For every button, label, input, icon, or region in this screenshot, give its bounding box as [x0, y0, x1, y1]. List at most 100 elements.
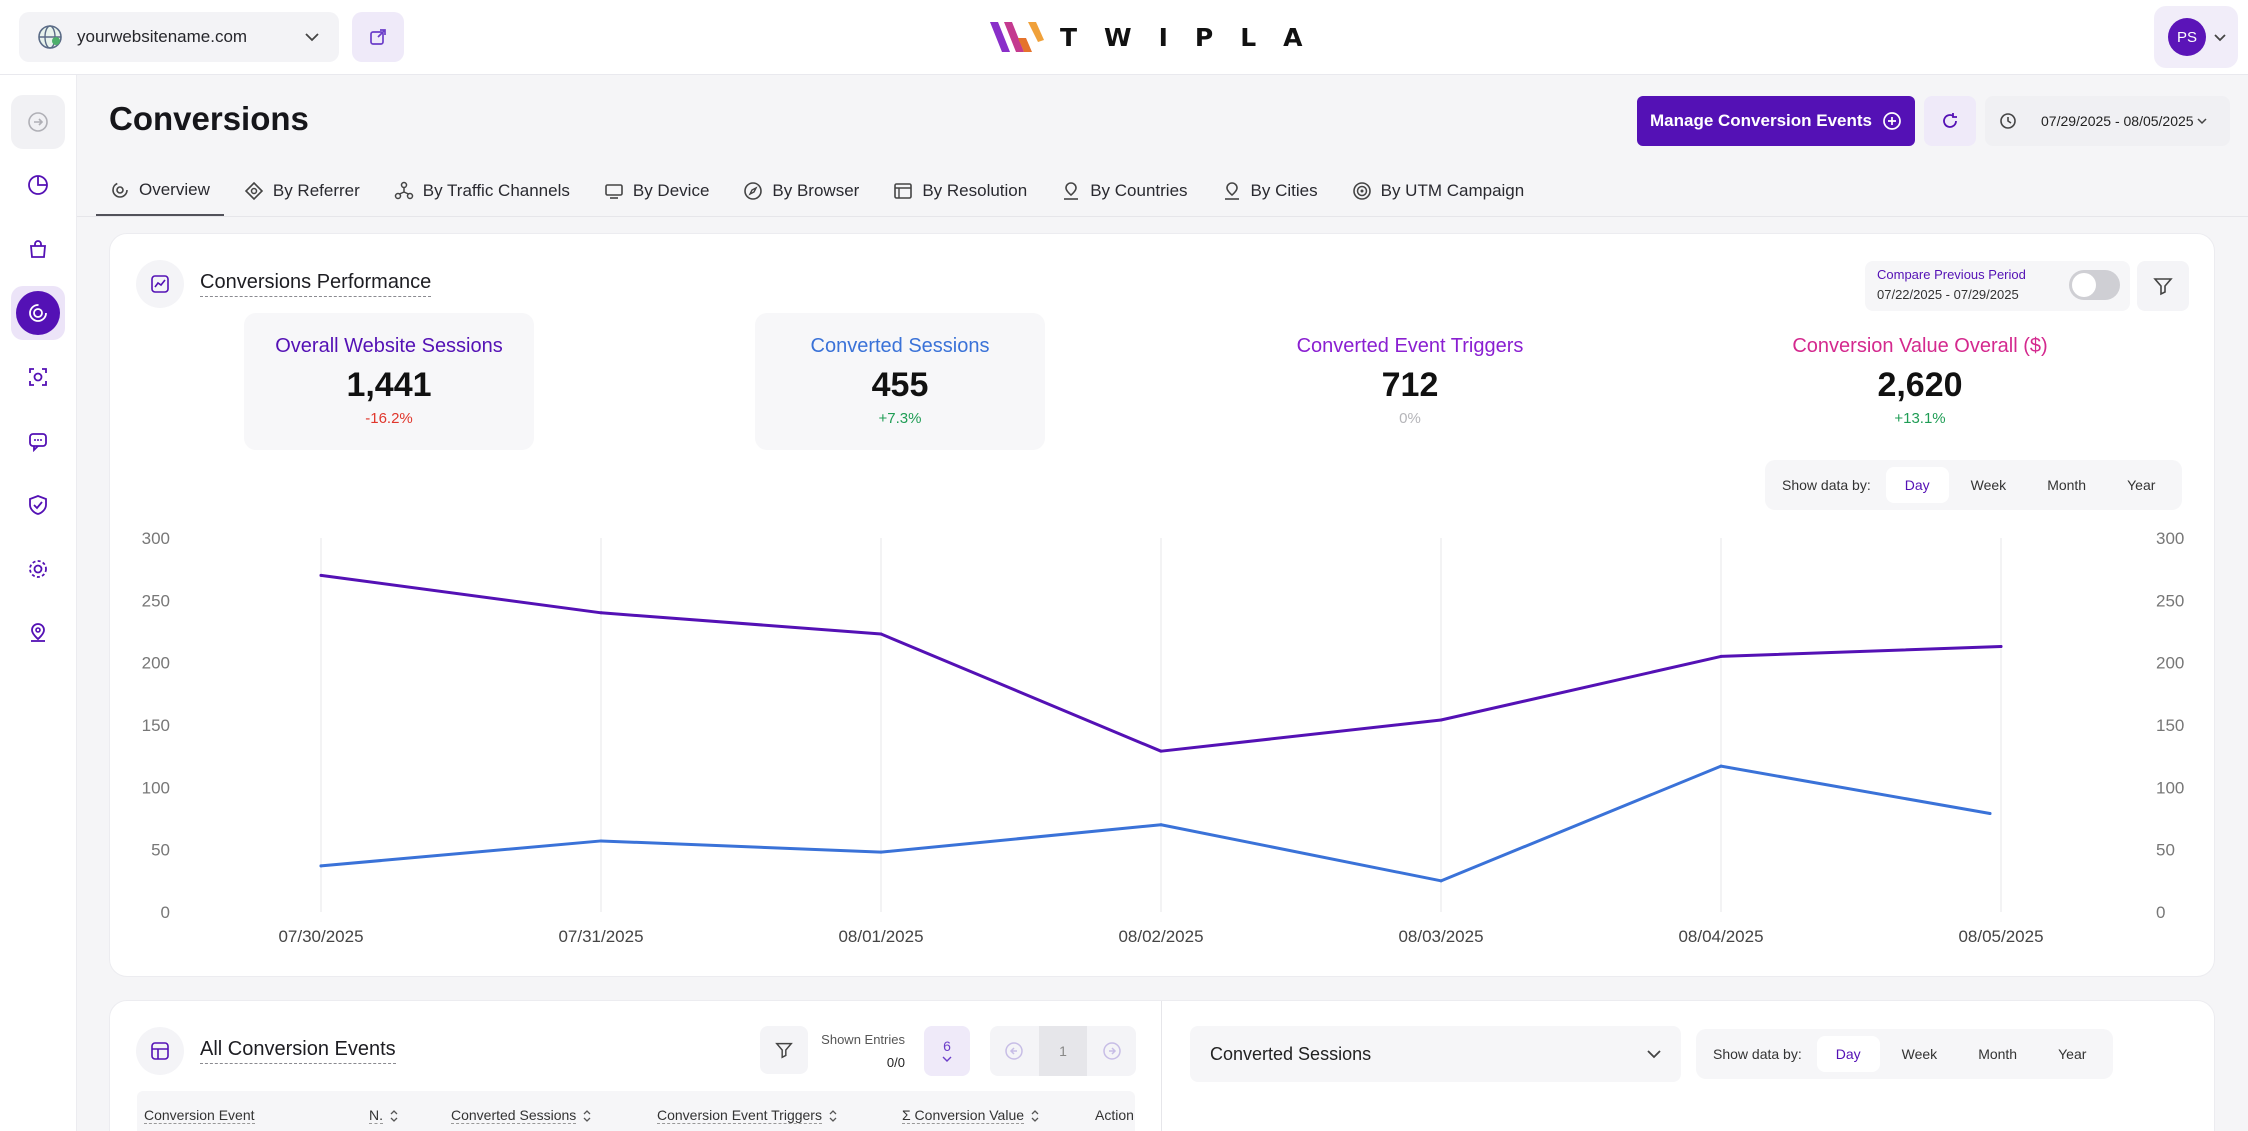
- tab-by-countries[interactable]: By Countries: [1047, 172, 1201, 216]
- data-point: [1999, 644, 2003, 648]
- manage-conversion-events-label: Manage Conversion Events: [1649, 111, 1872, 130]
- granularity-day[interactable]: Day: [1816, 1036, 1880, 1072]
- previous-page-button[interactable]: [990, 1026, 1039, 1076]
- tab-by-referrer[interactable]: By Referrer: [230, 172, 374, 216]
- tab-by-browser[interactable]: By Browser: [729, 172, 873, 216]
- sidebar-item-feedback[interactable]: [11, 414, 65, 468]
- date-range-picker[interactable]: 07/29/2025 - 08/05/2025: [1985, 96, 2230, 146]
- tab-by-device[interactable]: By Device: [590, 172, 724, 216]
- tab-by-utm-campaign[interactable]: By UTM Campaign: [1338, 172, 1539, 216]
- column-conversion-event[interactable]: Conversion Event: [144, 1107, 255, 1124]
- page-size-select[interactable]: 6: [924, 1026, 970, 1076]
- metric-event-triggers: Converted Event Triggers 712 0%: [1265, 313, 1555, 450]
- performance-filter-button[interactable]: [2137, 261, 2189, 311]
- current-page[interactable]: 1: [1038, 1026, 1088, 1076]
- focus-eye-icon: [29, 368, 47, 386]
- data-point: [879, 632, 883, 636]
- column-label: Conversion Event Triggers: [657, 1107, 822, 1124]
- granularity-year[interactable]: Year: [2127, 477, 2156, 493]
- column-conversion-value[interactable]: Σ Conversion Value: [902, 1107, 1040, 1124]
- sidebar-item-privacy[interactable]: [11, 478, 65, 532]
- column-label: Converted Sessions: [451, 1107, 577, 1124]
- data-point: [1719, 764, 1723, 768]
- user-menu[interactable]: PS: [2154, 6, 2238, 68]
- tab-by-resolution[interactable]: By Resolution: [879, 172, 1041, 216]
- performance-chart-toggle[interactable]: [136, 260, 184, 308]
- open-website-button[interactable]: [352, 12, 404, 62]
- granularity-month[interactable]: Month: [1978, 1046, 2018, 1062]
- tab-by-cities[interactable]: By Cities: [1208, 172, 1332, 216]
- arrow-left-icon: [1005, 1042, 1024, 1060]
- clock-icon: [2000, 113, 2016, 129]
- data-point: [1439, 718, 1443, 722]
- shopping-bag-icon: [30, 240, 46, 258]
- manage-conversion-events-button[interactable]: Manage Conversion Events: [1637, 96, 1915, 146]
- sidebar-item-conversions[interactable]: [11, 286, 65, 340]
- column-converted-sessions[interactable]: Converted Sessions: [451, 1107, 592, 1124]
- conversions-icon: [16, 291, 60, 335]
- y-tick-label-right: 200: [2156, 654, 2184, 673]
- metric-change: +7.3%: [878, 410, 922, 427]
- y-tick-label-right: 150: [2156, 716, 2184, 735]
- events-table-header: Conversion Event N. Converted Sessions C…: [137, 1091, 1135, 1131]
- sidebar-item-dashboard[interactable]: [11, 158, 65, 212]
- data-point: [1988, 812, 1992, 816]
- compare-toggle[interactable]: [2069, 270, 2120, 300]
- location-pin-icon: [31, 623, 45, 642]
- granularity-day[interactable]: Day: [1885, 467, 1949, 503]
- column-event-triggers[interactable]: Conversion Event Triggers: [657, 1107, 838, 1124]
- refresh-button[interactable]: [1924, 96, 1976, 146]
- granularity-week[interactable]: Week: [1901, 1046, 1938, 1062]
- website-name: yourwebsitename.com: [77, 27, 248, 46]
- logo-mark-icon: [990, 22, 1044, 52]
- sidebar-item-behavior[interactable]: [11, 350, 65, 404]
- sidebar-item-settings[interactable]: [11, 542, 65, 596]
- shown-entries-value: 0/0: [886, 1055, 905, 1070]
- data-point: [1439, 879, 1443, 883]
- column-number[interactable]: N.: [369, 1107, 399, 1124]
- website-selector[interactable]: yourwebsitename.com: [19, 12, 339, 62]
- column-label: Action: [1095, 1107, 1134, 1123]
- metric-label: Converted Event Triggers: [1296, 335, 1524, 357]
- column-label: Σ Conversion Value: [902, 1107, 1025, 1124]
- granularity-week[interactable]: Week: [1970, 477, 2007, 493]
- conversions-line-chart: 0 0 50 50 100 100 150 150 200 200 250 250 300 300 07/3…: [142, 529, 2185, 946]
- granularity-month[interactable]: Month: [2047, 477, 2087, 493]
- plus-circle-icon: [1883, 112, 1901, 130]
- filter-icon: [2153, 278, 2173, 296]
- tab-label: By Referrer: [272, 181, 360, 200]
- y-tick-label: 50: [151, 841, 170, 860]
- events-title: All Conversion Events: [200, 1038, 396, 1064]
- referrer-icon: [244, 181, 263, 201]
- sessions-granularity: Show data by: Day Week Month Year: [1696, 1029, 2114, 1079]
- events-filter-button[interactable]: [760, 1026, 808, 1074]
- countries-icon: [1064, 182, 1079, 200]
- resolution-icon: [894, 183, 913, 199]
- browser-icon: [744, 182, 763, 200]
- page-title: Conversions: [109, 100, 309, 137]
- x-tick-label: 07/31/2025: [558, 927, 643, 946]
- column-action: Action: [1095, 1107, 1134, 1123]
- y-tick-label-right: 250: [2156, 591, 2184, 610]
- chevron-down-icon: [305, 33, 319, 42]
- next-page-button[interactable]: [1087, 1026, 1136, 1076]
- sidebar-collapse-toggle[interactable]: [11, 95, 65, 149]
- y-tick-label: 0: [161, 903, 170, 922]
- granularity-year[interactable]: Year: [2058, 1046, 2087, 1062]
- sort-icon: [390, 1109, 398, 1122]
- y-tick-label: 300: [142, 529, 170, 548]
- converted-sessions-selector[interactable]: Converted Sessions: [1190, 1026, 1681, 1082]
- column-label: Conversion Event: [144, 1107, 255, 1124]
- column-label: N.: [369, 1107, 383, 1124]
- metric-converted-sessions: Converted Sessions 455 +7.3%: [755, 313, 1045, 450]
- metric-label: Conversion Value Overall ($): [1792, 335, 2048, 357]
- tab-by-traffic-channels[interactable]: By Traffic Channels: [380, 172, 584, 216]
- tab-overview[interactable]: Overview: [96, 172, 224, 216]
- metric-conversion-value: Conversion Value Overall ($) 2,620 +13.1…: [1775, 313, 2065, 450]
- data-point: [319, 864, 323, 868]
- sidebar-item-ecommerce[interactable]: [11, 222, 65, 276]
- sidebar-item-support[interactable]: [11, 606, 65, 660]
- tab-label: By Browser: [772, 181, 860, 200]
- sort-icon: [1031, 1109, 1039, 1122]
- events-view-toggle[interactable]: [136, 1027, 184, 1075]
